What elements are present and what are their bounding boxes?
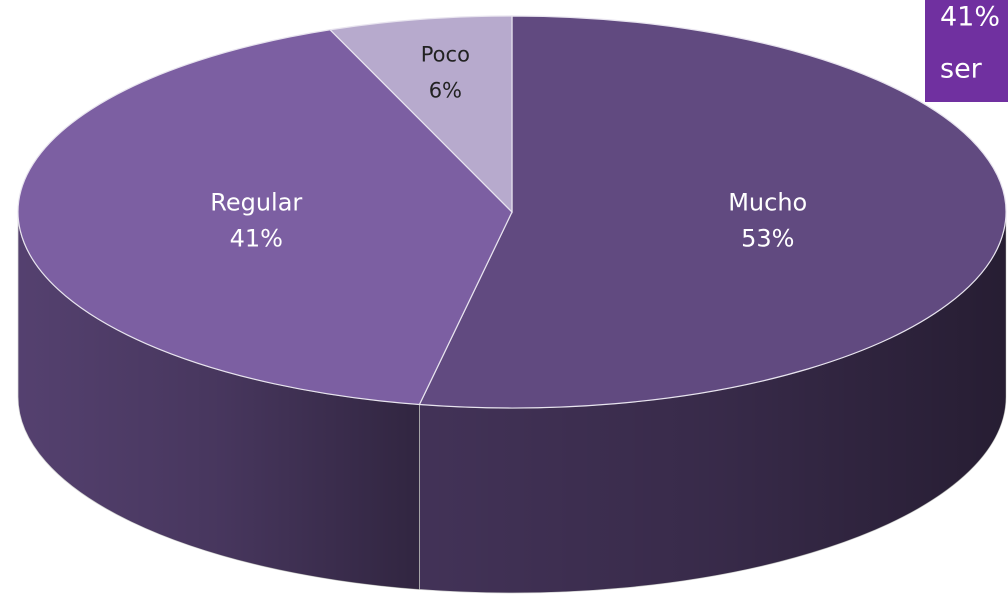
slice-label: Mucho: [728, 189, 807, 217]
slice-side-shade: [419, 212, 1007, 594]
annotation: ser: [940, 54, 983, 85]
slice-value-label: 6%: [429, 78, 462, 102]
slice-label: Regular: [210, 189, 302, 217]
slice-value-label: 53%: [741, 225, 794, 253]
pie: Mucho 53% Regular 41% Poco 6%: [17, 15, 1007, 594]
slice-label: Poco: [421, 42, 470, 66]
slice-value-label: 41%: [230, 225, 283, 253]
slice: [17, 29, 513, 406]
slice: [418, 15, 1007, 409]
slice: [328, 15, 513, 214]
slice-side-shade: [18, 212, 420, 590]
annotation: 41%: [940, 2, 1000, 33]
annotation-box: [925, 0, 1008, 102]
